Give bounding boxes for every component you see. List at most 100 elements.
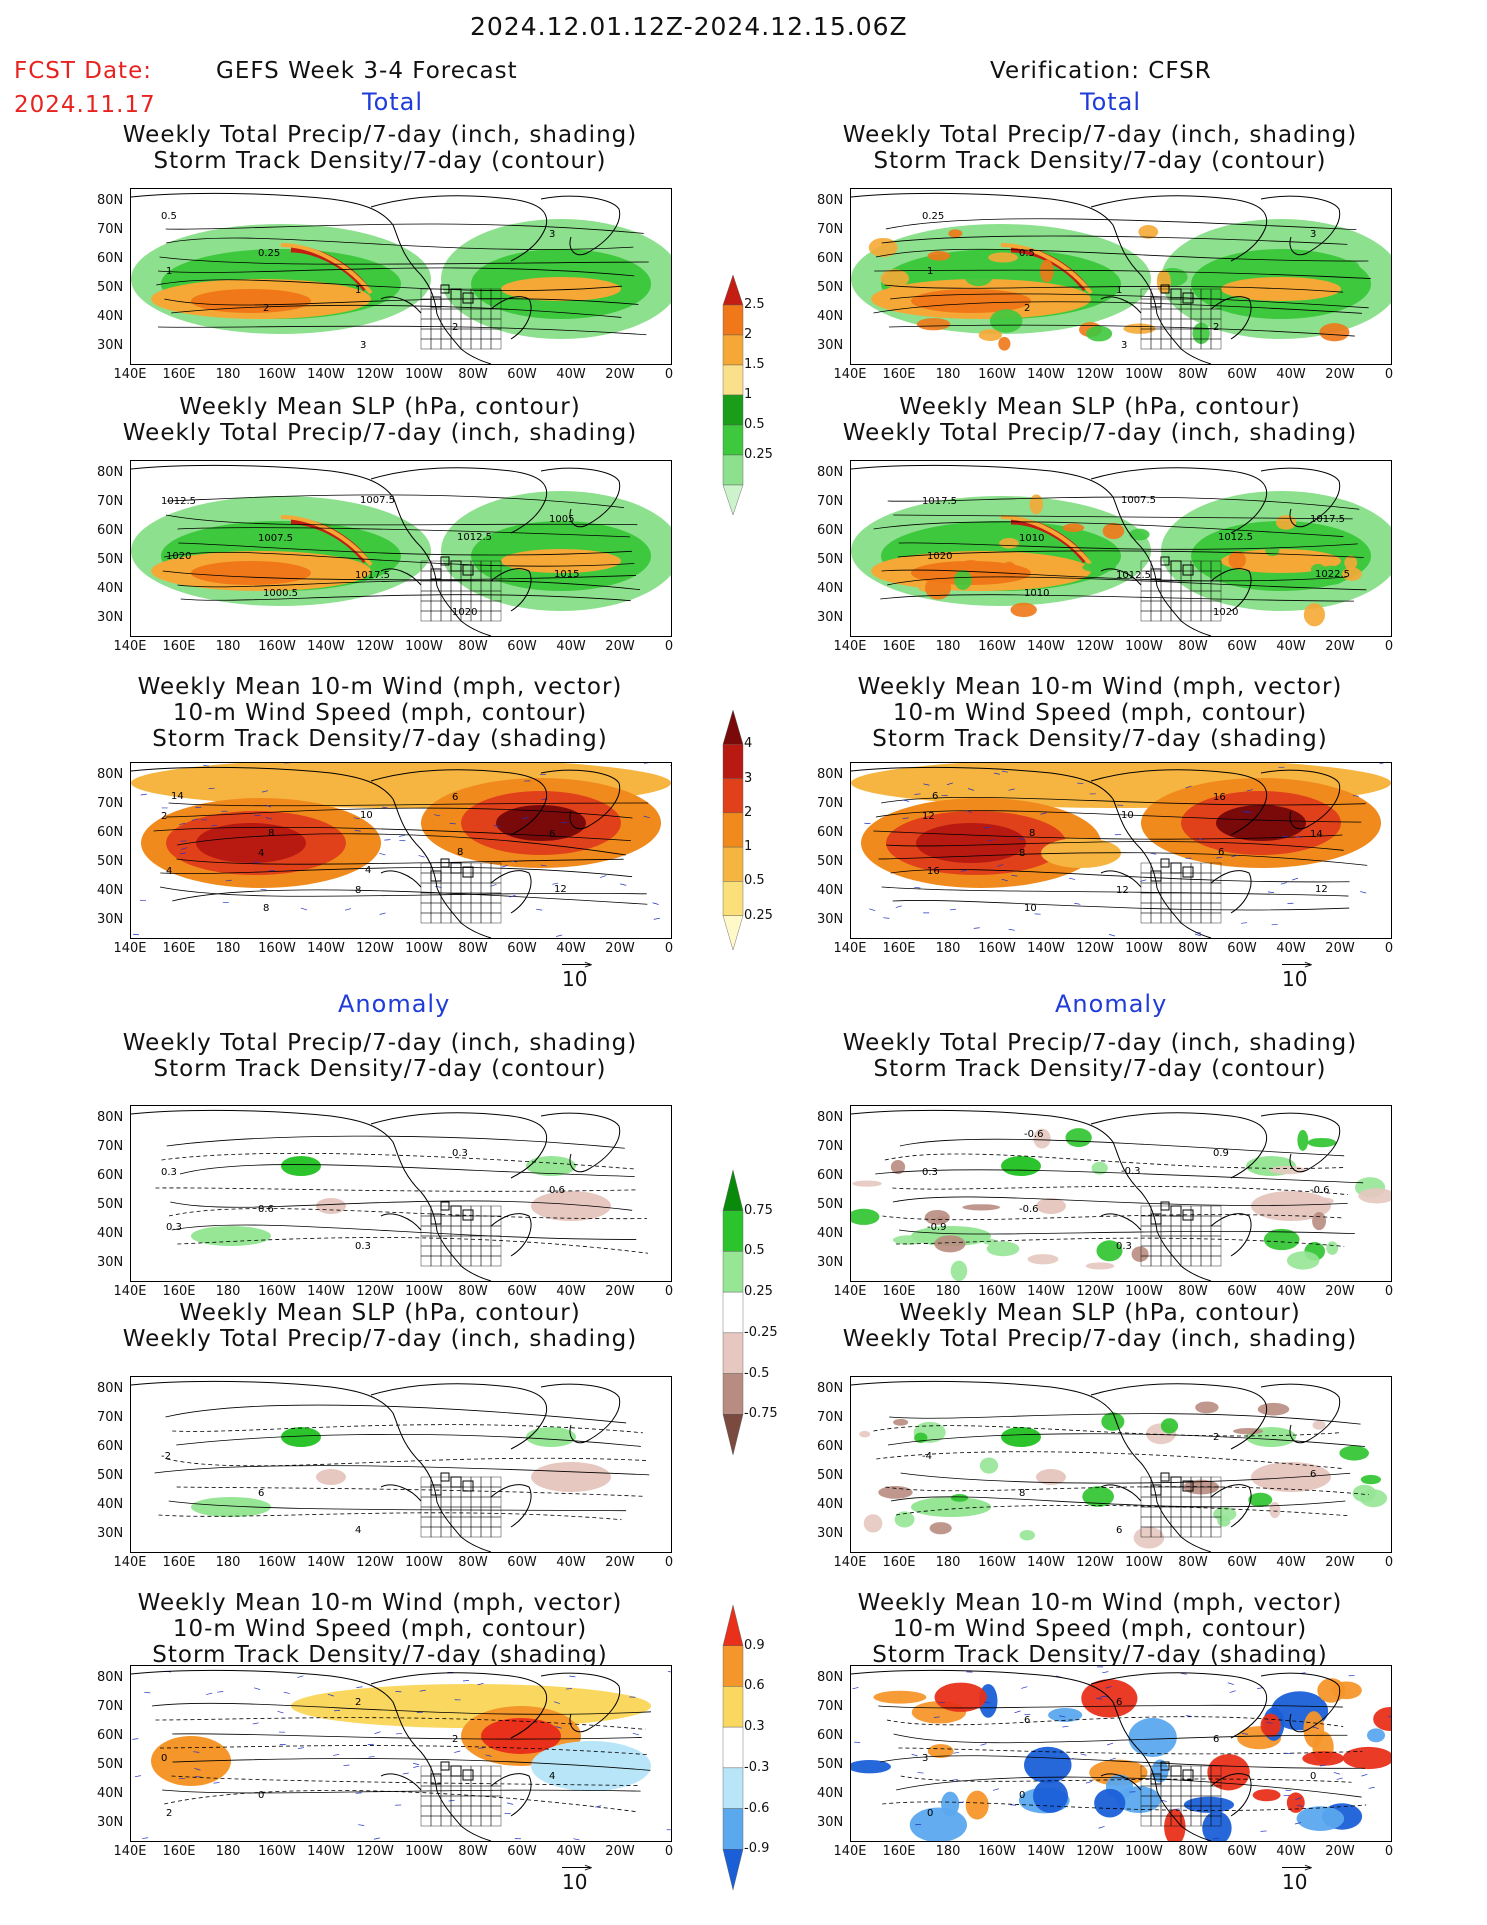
panel-title-2-0: Weekly Mean 10-m Wind (mph, vector) 10-m … xyxy=(100,674,660,752)
contour-label: 0.3 xyxy=(922,1167,938,1178)
contour-label: 1007.5 xyxy=(360,495,395,506)
contour-label: 8 xyxy=(1029,828,1035,839)
contour-label: 12 xyxy=(922,811,935,822)
x-axis-label: 100W xyxy=(1125,941,1163,956)
x-axis-label: 140W xyxy=(1027,941,1065,956)
contour-label: 14 xyxy=(171,791,184,802)
y-axis-label: 50N xyxy=(817,1468,844,1483)
x-axis-label: 80W xyxy=(458,639,488,654)
x-axis-label: 180 xyxy=(935,1555,961,1570)
y-axis-label: 40N xyxy=(817,581,844,596)
panel-title-line: Storm Track Density/7-day (contour) xyxy=(873,148,1327,174)
colorbar-segment xyxy=(722,1251,744,1293)
x-axis-label: 140W xyxy=(1027,1844,1065,1859)
contour-label: -0.6 xyxy=(1019,1204,1039,1215)
x-axis-label: 0 xyxy=(664,941,674,956)
x-axis-label: 120W xyxy=(356,941,394,956)
x-axis-label: 120W xyxy=(356,1555,394,1570)
x-axis-label: 40W xyxy=(556,639,586,654)
colorbar-segment xyxy=(722,274,744,306)
contour-label: 1000.5 xyxy=(263,588,298,599)
y-axis-label: 40N xyxy=(817,1497,844,1512)
y-axis-label: 60N xyxy=(817,523,844,538)
y-axis-label: 40N xyxy=(817,309,844,324)
fcst-date-label: FCST Date: xyxy=(14,58,152,84)
x-axis-label: 140W xyxy=(1027,367,1065,382)
x-axis-label: 160W xyxy=(258,639,296,654)
y-axis-label: 60N xyxy=(97,1728,124,1743)
x-axis-label: 160E xyxy=(162,1284,196,1299)
x-axis-label: 140W xyxy=(307,367,345,382)
panel-title-line: Weekly Mean 10-m Wind (mph, vector) xyxy=(137,674,623,700)
map-panel-5-0: 0 0 2 2 4 2 xyxy=(130,1665,672,1842)
y-axis-label: 80N xyxy=(97,1381,124,1396)
x-axis-label: 120W xyxy=(1076,1555,1114,1570)
colorbar-segment xyxy=(722,709,744,745)
x-axis-label: 140E xyxy=(113,941,147,956)
y-axis-label: 40N xyxy=(817,1226,844,1241)
map-panel-5-1: 3 0 6 6 0 0 6 xyxy=(850,1665,1392,1842)
colorbar-label: 0.9 xyxy=(744,1637,765,1653)
x-axis-label: 20W xyxy=(1325,1284,1355,1299)
y-axis-label: 60N xyxy=(817,1168,844,1183)
contour-label: 2 xyxy=(452,322,458,333)
panel-title-line: Weekly Mean 10-m Wind (mph, vector) xyxy=(137,1590,623,1616)
y-axis-label: 70N xyxy=(97,1410,124,1425)
x-axis-label: 180 xyxy=(215,1284,241,1299)
x-axis-label: 100W xyxy=(1125,1555,1163,1570)
x-axis-label: 20W xyxy=(605,367,635,382)
colorbar-segment xyxy=(722,812,744,848)
x-axis-label: 40W xyxy=(556,1844,586,1859)
contour-label: 1 xyxy=(927,266,933,277)
colorbar-label: 0.25 xyxy=(744,447,773,462)
contour-label: 10 xyxy=(360,810,373,821)
contour-label: 1012.5 xyxy=(1116,570,1151,581)
y-axis-label: 30N xyxy=(97,610,124,625)
y-axis-label: 40N xyxy=(97,1497,124,1512)
x-axis-label: 160W xyxy=(258,941,296,956)
y-axis-label: 50N xyxy=(97,1197,124,1212)
contour-label: 0 xyxy=(1019,1790,1025,1801)
panel-title-0-0: Weekly Total Precip/7-day (inch, shading… xyxy=(100,122,660,174)
y-axis-label: 70N xyxy=(817,1410,844,1425)
x-axis-label: 160W xyxy=(978,1284,1016,1299)
y-axis-label: 70N xyxy=(817,1139,844,1154)
contour-label: 1022.5 xyxy=(1315,569,1350,580)
map-canvas: 12 8 12 16 14 16 10 10 6 12 6 8 xyxy=(851,763,1391,938)
colorbar-segment xyxy=(722,744,744,779)
y-axis-label: 50N xyxy=(97,1757,124,1772)
y-axis-label: 70N xyxy=(97,222,124,237)
contour-label: 1012.5 xyxy=(161,496,196,507)
x-axis-label: 140E xyxy=(833,639,867,654)
fcst-date-value: 2024.11.17 xyxy=(14,92,156,118)
contour-label: 12 xyxy=(1315,884,1328,895)
y-axis-label: 80N xyxy=(97,767,124,782)
y-axis-label: 30N xyxy=(817,610,844,625)
contour-label: 0.3 xyxy=(166,1222,182,1233)
x-axis-label: 20W xyxy=(605,941,635,956)
map-panel-0-1: 0.25 0.5 1 2 3 1 2 3 xyxy=(850,188,1392,365)
colorbar-label: -0.5 xyxy=(744,1365,770,1381)
panel-title-line: Weekly Mean SLP (hPa, contour) xyxy=(899,1300,1301,1326)
y-axis-label: 70N xyxy=(817,222,844,237)
x-axis-label: 60W xyxy=(507,367,537,382)
x-axis-label: 160E xyxy=(162,1844,196,1859)
x-axis-label: 60W xyxy=(507,1555,537,1570)
y-axis-label: 40N xyxy=(97,309,124,324)
x-axis-label: 120W xyxy=(1076,1284,1114,1299)
colorbar-label: 0.25 xyxy=(744,1284,773,1300)
x-axis-label: 60W xyxy=(1227,1844,1257,1859)
contour-label: 2 xyxy=(1024,303,1030,314)
contour-label: -4 xyxy=(922,1451,932,1462)
y-axis-label: 30N xyxy=(97,1526,124,1541)
x-axis-label: 160W xyxy=(258,1284,296,1299)
panel-title-line: Storm Track Density/7-day (shading) xyxy=(872,726,1328,752)
panel-title-line: Weekly Total Precip/7-day (inch, shading… xyxy=(122,1030,638,1056)
map-canvas: 3 0 6 6 0 0 6 xyxy=(851,1666,1391,1841)
colorbar-label: 4 xyxy=(744,736,753,752)
contour-label: 8 xyxy=(1019,1488,1025,1499)
vector-reference: >10 xyxy=(1282,1861,1313,1894)
contour-label: 16 xyxy=(927,866,940,877)
contour-label: 1020 xyxy=(166,551,191,562)
x-axis-label: 60W xyxy=(507,639,537,654)
